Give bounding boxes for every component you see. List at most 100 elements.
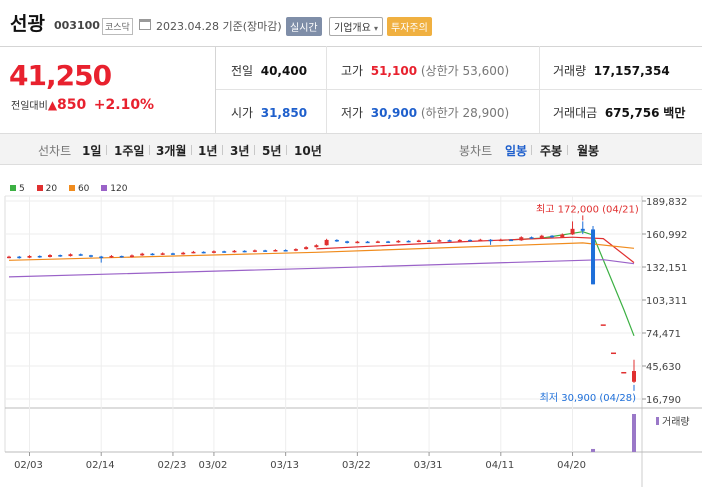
candle-body bbox=[509, 239, 514, 242]
x-tick-label: 03/13 bbox=[270, 460, 299, 471]
x-tick-label: 04/11 bbox=[485, 460, 514, 471]
candle-body bbox=[150, 253, 155, 256]
y-tick-label: 74,471 bbox=[646, 329, 681, 340]
candle-body bbox=[232, 250, 237, 253]
candle-body bbox=[478, 239, 483, 242]
y-tick-label: 189,832 bbox=[646, 197, 687, 208]
candle-body bbox=[242, 250, 247, 253]
ma-line-120 bbox=[8, 259, 635, 278]
market-badge: 코스닥 bbox=[102, 18, 133, 35]
period-weekly[interactable]: 주봉 bbox=[540, 144, 563, 158]
stat-prev-close: 전일 40,400 bbox=[231, 64, 308, 78]
y-tick-label: 16,790 bbox=[646, 395, 681, 406]
candle-body bbox=[621, 371, 627, 374]
period-5y[interactable]: 5년 bbox=[262, 144, 282, 158]
candle-body bbox=[519, 237, 524, 241]
x-tick-label: 03/31 bbox=[414, 460, 443, 471]
realtime-button[interactable]: 실시간 bbox=[286, 17, 322, 36]
candle-body bbox=[170, 253, 175, 255]
candle-body bbox=[457, 239, 462, 242]
stat-high: 고가 51,100 (상한가 53,600) bbox=[341, 64, 510, 78]
chart-legend: 5 20 60 120 bbox=[10, 184, 136, 194]
candle-body bbox=[416, 240, 421, 243]
legend-ma120: 120 bbox=[101, 184, 127, 194]
period-monthly[interactable]: 월봉 bbox=[577, 144, 600, 158]
current-price: 41,250 bbox=[9, 59, 112, 92]
y-tick-label: 103,311 bbox=[646, 296, 687, 307]
period-3y[interactable]: 3년 bbox=[230, 144, 250, 158]
candle-body bbox=[539, 235, 544, 239]
divider bbox=[539, 46, 540, 133]
candle-body bbox=[600, 324, 606, 326]
legend-ma5: 5 bbox=[10, 184, 25, 194]
candle-body bbox=[529, 237, 534, 239]
candle-body bbox=[488, 239, 493, 242]
candle-body bbox=[119, 255, 124, 258]
legend-ma60: 60 bbox=[68, 184, 89, 194]
candle-body bbox=[293, 249, 298, 251]
candle-body bbox=[181, 252, 186, 255]
divider bbox=[215, 46, 216, 133]
period-1d[interactable]: 1일 bbox=[82, 144, 102, 158]
stock-name: 선광 bbox=[10, 13, 45, 35]
candle-body bbox=[304, 247, 309, 250]
period-3m[interactable]: 3개월 bbox=[156, 144, 187, 158]
candle-body bbox=[396, 240, 401, 243]
candle-body bbox=[427, 240, 432, 243]
divider bbox=[222, 145, 223, 155]
price-change: 전일대비▲850 +2.10% bbox=[11, 97, 154, 113]
volume-bar bbox=[632, 414, 636, 452]
candle-body bbox=[375, 241, 380, 243]
candle-body bbox=[591, 229, 596, 285]
stat-amount: 거래대금 675,756 백만 bbox=[553, 106, 686, 120]
candle-body bbox=[58, 255, 63, 257]
candle-body bbox=[570, 228, 575, 235]
divider bbox=[531, 145, 532, 155]
ma-line-60 bbox=[8, 242, 635, 261]
volume-label: 거래량 bbox=[662, 416, 690, 428]
divider bbox=[254, 145, 255, 155]
period-daily[interactable]: 일봉 bbox=[505, 144, 528, 158]
up-arrow-icon: ▲ bbox=[47, 98, 58, 112]
candle-body bbox=[68, 254, 73, 257]
candle-body bbox=[611, 352, 617, 355]
x-tick-label: 02/14 bbox=[86, 460, 115, 471]
candle-body bbox=[437, 240, 442, 242]
candle-body bbox=[99, 256, 104, 259]
quote-date: 2023.04.28 기준(장마감) bbox=[156, 20, 282, 33]
period-1w[interactable]: 1주일 bbox=[114, 144, 145, 158]
candle-body bbox=[7, 256, 11, 259]
y-tick-label: 160,992 bbox=[646, 230, 687, 241]
y-tick-label: 132,151 bbox=[646, 263, 687, 274]
period-1y[interactable]: 1년 bbox=[198, 144, 218, 158]
company-overview-dropdown[interactable]: 기업개요 ▾ bbox=[329, 17, 384, 36]
line-chart-label: 선차트 bbox=[38, 144, 72, 158]
investment-warning-badge: 투자주의 bbox=[387, 17, 432, 36]
divider bbox=[567, 145, 568, 155]
candle-body bbox=[365, 241, 370, 244]
divider bbox=[106, 145, 107, 155]
candle-body bbox=[211, 251, 216, 253]
stock-code: 003100 bbox=[54, 19, 100, 32]
candle-body bbox=[447, 240, 452, 242]
period-toolbar: 선차트 1일 1주일 3개월 1년 3년 5년 10년 봉차트 일봉 주봉 월봉 bbox=[0, 133, 702, 165]
candle-body bbox=[109, 255, 114, 258]
candle-body bbox=[406, 240, 411, 243]
stat-open: 시가 31,850 bbox=[231, 106, 308, 120]
ma-line-20 bbox=[316, 236, 635, 264]
candle-body bbox=[345, 241, 350, 243]
candle-body bbox=[160, 253, 165, 255]
candle-body bbox=[283, 250, 288, 252]
candle-body bbox=[273, 250, 278, 252]
divider bbox=[286, 145, 287, 155]
period-10y[interactable]: 10년 bbox=[294, 144, 322, 158]
candle-body bbox=[355, 241, 360, 244]
candle-body bbox=[560, 234, 565, 238]
divider bbox=[0, 46, 702, 47]
x-tick-label: 03/22 bbox=[342, 460, 371, 471]
candle-body bbox=[314, 245, 319, 248]
candle-body bbox=[324, 239, 329, 246]
stat-volume: 거래량 17,157,354 bbox=[553, 64, 670, 78]
legend-ma20: 20 bbox=[36, 184, 57, 194]
